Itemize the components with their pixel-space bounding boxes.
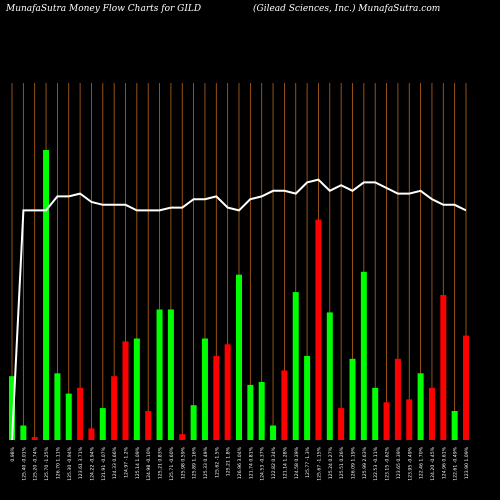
money-flow-bar	[122, 341, 129, 440]
x-tick-label: 124.58 0.39%	[294, 446, 300, 479]
price-line	[11, 178, 467, 441]
x-tick-label: 124.98 -0.10%	[146, 446, 152, 480]
money-flow-bar	[156, 309, 163, 440]
money-flow-bar	[360, 271, 367, 440]
x-tick-label: 122.82 0.34%	[271, 446, 277, 479]
x-tick-label: 124.96 0.61%	[441, 446, 447, 479]
money-flow-bar	[428, 387, 435, 440]
money-flow-bar	[338, 408, 345, 440]
x-tick-label: 125.98 0.59%	[180, 446, 186, 479]
money-flow-bar	[315, 219, 322, 440]
money-flow-bar	[247, 384, 254, 440]
money-flow-bar	[133, 338, 140, 440]
money-flow-bar	[31, 437, 38, 440]
money-flow-bar	[179, 434, 186, 440]
money-flow-bar	[372, 387, 379, 440]
money-flow-bar	[281, 370, 288, 440]
x-tick-label: 121.14 1.28%	[282, 446, 288, 479]
x-tick-label: 125.89 1.16%	[192, 446, 198, 479]
x-tick-label: 125.71 -0.60%	[169, 446, 175, 480]
x-tick-label: 126.09 1.19%	[351, 446, 357, 479]
x-tick-label: 124.20 -0.45%	[430, 446, 436, 480]
x-tick-label: 125.99 2.63%	[362, 446, 368, 479]
money-flow-bar	[43, 150, 50, 440]
money-flow-bar	[167, 309, 174, 440]
money-flow-bar	[213, 355, 220, 440]
money-flow-bar	[417, 373, 424, 440]
x-tick-label: 124.22 -0.94%	[89, 446, 95, 480]
money-flow-bar	[406, 399, 413, 440]
money-flow-bar	[349, 358, 356, 440]
x-tick-label: 123.90 1.09%	[464, 446, 470, 479]
x-tick-label: 125.21 1.8%	[226, 446, 232, 476]
money-flow-bar	[65, 393, 72, 440]
money-flow-bar	[111, 376, 118, 440]
x-tick-label: 122.46 1.70%	[419, 446, 425, 479]
x-tick-label: 125.14 1.09%	[135, 446, 141, 479]
x-tick-label: 125.20 -0.74%	[33, 446, 39, 480]
x-tick-label: 121.74 0.81%	[248, 446, 254, 479]
x-tick-label: 125.51 0.26%	[339, 446, 345, 479]
money-flow-bar	[326, 312, 333, 440]
x-tick-label: 122.53 -0.11%	[373, 446, 379, 480]
x-tick-label: 125.70 -1.25%	[44, 446, 50, 480]
money-flow-bar	[258, 382, 265, 440]
money-flow-bar	[54, 373, 61, 440]
money-flow-bar	[77, 387, 84, 440]
money-flow-bar	[270, 425, 277, 440]
x-tick-label: 123.65 0.39%	[396, 446, 402, 479]
money-flow-bar	[304, 355, 311, 440]
x-tick-label: 122.61 -0.49%	[453, 446, 459, 480]
x-tick-label: 123.61 3.71%	[78, 446, 84, 479]
x-tick-label: 125.40 -0.01%	[21, 446, 27, 480]
x-tick-label: 126.70 1.11%	[55, 446, 61, 479]
money-flow-bar	[145, 411, 152, 440]
money-flow-bar	[190, 405, 197, 440]
money-flow-bar	[440, 295, 447, 440]
x-tick-label: 123.15 -0.62%	[385, 446, 391, 480]
money-flow-bar	[201, 338, 208, 440]
money-flow-bar	[224, 344, 231, 440]
money-flow-bar	[20, 425, 27, 440]
chart-subtitle: (Gilead Sciences, Inc.) MunafaSutra.com	[253, 4, 441, 14]
x-tick-label: 125.21 0.83%	[158, 446, 164, 479]
money-flow-bar	[383, 402, 390, 440]
money-flow-bar	[463, 335, 469, 440]
x-tick-label: 124.97 -1.2%	[124, 446, 130, 477]
money-flow-bar	[394, 358, 401, 440]
money-flow-bar	[9, 376, 15, 440]
money-flow-bar	[99, 408, 106, 440]
x-tick-label: 125.30 -0.94%	[67, 446, 73, 480]
x-tick-label: 123.95 -0.49%	[407, 446, 413, 480]
x-tick-label: 124.53 -0.37%	[260, 446, 266, 480]
money-flow-bar	[292, 292, 299, 440]
x-tick-label: 121.91 -0.07%	[101, 446, 107, 480]
x-tick-label: 124.33 0.66%	[112, 446, 118, 479]
x-tick-label: 0.98%	[10, 446, 16, 461]
x-tick-label: 125.33 0.49%	[203, 446, 209, 479]
x-tick-label: 125.77 -1.3%	[305, 446, 311, 477]
money-flow-bar	[88, 428, 95, 440]
x-tick-label: 125.62 -1.5%	[214, 446, 220, 477]
chart-title: MunafaSutra Money Flow Charts for GILD	[6, 4, 202, 14]
x-tick-label: 126.96 3.04%	[237, 446, 243, 479]
money-flow-bar	[236, 274, 242, 440]
x-tick-label: 125.67 -1.15%	[316, 446, 322, 480]
x-tick-label: 125.24 0.27%	[328, 446, 334, 479]
money-flow-bar	[451, 411, 458, 440]
